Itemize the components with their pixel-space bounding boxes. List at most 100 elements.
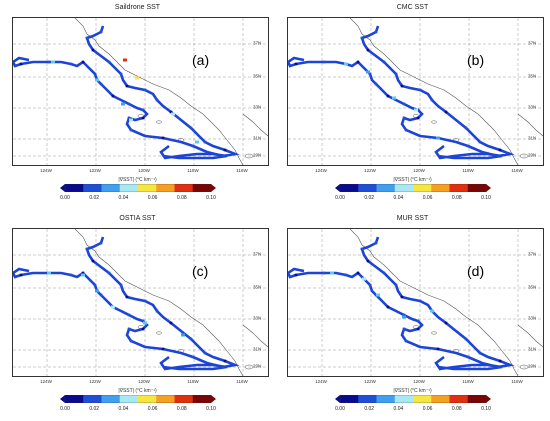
colorbar-segment	[65, 395, 84, 403]
gradient-pixel	[360, 247, 364, 251]
colorbar-tick-label: 0.04	[118, 406, 129, 412]
gradient-pixel	[394, 283, 398, 287]
x-tick-label: 116W	[511, 379, 523, 384]
gradient-pixel	[386, 305, 390, 309]
gradient-pixel	[496, 365, 500, 369]
colorbar-svg	[335, 395, 491, 403]
colorbar-svg	[60, 395, 216, 403]
colorbar-segment	[138, 395, 157, 403]
gradient-pixel	[143, 299, 147, 303]
gradient-pixel	[203, 351, 207, 355]
gradient-pixel	[344, 62, 348, 66]
gradient-pixel	[430, 98, 434, 102]
gradient-pixel	[127, 313, 131, 317]
gradient-pixel	[195, 140, 199, 144]
gradient-pixel	[99, 293, 103, 297]
x-tick-label: 118W	[187, 168, 199, 173]
gradient-pixel	[394, 72, 398, 76]
x-tick-label: 122W	[89, 379, 101, 384]
island	[244, 364, 254, 370]
panel-title: OSTIA SST	[119, 215, 156, 222]
gradient-pixel	[322, 271, 326, 275]
gradient-pixel	[169, 321, 173, 325]
colorbar-tick-label: 0.04	[393, 195, 404, 201]
gradient-track	[295, 25, 515, 158]
y-tick-label: 37N	[253, 251, 262, 257]
island	[519, 364, 529, 370]
gradient-pixel	[294, 62, 298, 66]
gradient-track	[159, 355, 228, 371]
gradient-pixel	[129, 339, 133, 343]
x-tick-label: 118W	[462, 379, 474, 384]
gradient-pixel	[444, 110, 448, 114]
colorbar-tick-label: 0.08	[176, 406, 187, 412]
gradient-pixel	[366, 259, 370, 263]
colorbar-segment	[101, 395, 121, 403]
gradient-pixel	[382, 60, 386, 64]
gradient-pixel	[161, 347, 165, 351]
colorbar-segment	[431, 184, 450, 192]
island	[244, 153, 254, 159]
colorbar-segment	[192, 395, 212, 403]
gradient-pixel	[93, 72, 97, 76]
gradient-pixel	[119, 283, 123, 287]
x-tick-label: 116W	[511, 168, 523, 173]
colorbar-extend-high	[486, 395, 491, 403]
gradient-pixel	[478, 351, 482, 355]
gradient-pixel	[93, 283, 97, 287]
gradient-pixel	[123, 58, 127, 62]
colorbar-segment	[394, 184, 414, 192]
gradient-pixel	[81, 273, 85, 277]
gradient-pixel	[496, 154, 500, 158]
panel-label: (b)	[467, 52, 485, 68]
gradient-pixel	[189, 126, 193, 130]
colorbar-segment	[119, 395, 139, 403]
y-tick-label: 33N	[253, 315, 262, 321]
y-tick-label: 31N	[528, 346, 537, 352]
gradient-pixel	[498, 148, 502, 152]
island	[431, 120, 437, 124]
colorbar	[335, 395, 491, 403]
y-tick-label: 33N	[528, 104, 537, 110]
gradient-pixel	[161, 136, 165, 140]
gradient-pixel	[127, 102, 131, 106]
gradient-pixel	[141, 116, 145, 120]
gradient-pixel	[414, 108, 418, 112]
x-tick-label: 120W	[413, 379, 425, 384]
y-tick-label: 37N	[528, 40, 537, 46]
colorbar-segment	[138, 184, 157, 192]
colorbar-segment	[413, 184, 432, 192]
colorbar-extend-low	[60, 395, 65, 403]
gradient-pixel	[125, 84, 129, 88]
colorbar-tick-label: 0.10	[206, 195, 216, 201]
gradient-pixel	[141, 319, 145, 323]
y-tick-label: 29N	[253, 152, 262, 158]
colorbar-tick-label: 0.10	[206, 406, 216, 412]
gradient-pixel	[400, 295, 404, 299]
y-tick-label: 35N	[253, 73, 262, 79]
gradient-pixel	[430, 309, 434, 313]
gradient-pixel	[143, 88, 147, 92]
x-tick-label: 120W	[138, 379, 150, 384]
gradient-track	[20, 25, 240, 158]
colorbar-segment	[449, 184, 469, 192]
gradient-pixel	[171, 112, 175, 116]
island	[519, 153, 529, 159]
panel-label: (a)	[192, 52, 210, 68]
gradient-pixel	[368, 283, 372, 287]
gradient-pixel	[464, 337, 468, 341]
gradient-pixel	[99, 241, 103, 245]
gradient-pixel	[47, 60, 51, 64]
gradient-pixel	[356, 271, 360, 275]
colorbar-tick-label: 0.10	[481, 406, 491, 412]
gradient-pixel	[294, 273, 298, 277]
gradient-pixel	[111, 305, 115, 309]
gradient-pixel	[189, 337, 193, 341]
colorbar-extend-low	[60, 184, 65, 192]
colorbar-segment	[192, 184, 212, 192]
colorbar-tick-label: 0.10	[481, 195, 491, 201]
y-tick-label: 35N	[528, 284, 537, 290]
colorbar-tick-label: 0.06	[147, 406, 158, 412]
panel-c: OSTIA SST (c) |∇SST| (°C km⁻¹) 124W 122W 1…	[0, 211, 275, 421]
colorbar-tick-label: 0.08	[176, 195, 187, 201]
